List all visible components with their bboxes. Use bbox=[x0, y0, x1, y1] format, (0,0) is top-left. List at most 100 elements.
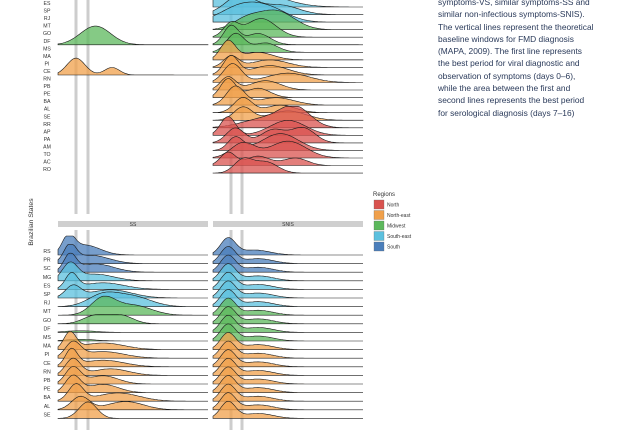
panel-top-right bbox=[212, 0, 364, 214]
caption-line: The vertical lines represent the theoret… bbox=[438, 21, 594, 32]
ridge-rs bbox=[212, 237, 363, 256]
ridge-ms bbox=[57, 339, 208, 342]
caption-line: baseline windows for FMD diagnosis bbox=[438, 33, 574, 44]
state-label-al: AL bbox=[44, 107, 50, 113]
state-label-go: GO bbox=[43, 31, 51, 37]
diagnosis-window-line bbox=[74, 0, 78, 214]
caption-line: observation of symptoms (days 0–6), bbox=[438, 70, 576, 81]
ridge-pi bbox=[212, 55, 363, 68]
state-label-ma: MA bbox=[43, 344, 51, 350]
state-label-sp: SP bbox=[44, 292, 51, 298]
figure-caption: symptoms-VS, similar symptoms-SS and sim… bbox=[438, 0, 638, 119]
panel-strip bbox=[213, 221, 363, 227]
ridge-go bbox=[57, 314, 208, 325]
ridge-df bbox=[57, 330, 208, 333]
ridge-df bbox=[57, 25, 209, 46]
ridge-ms bbox=[212, 32, 363, 53]
state-label-go: GO bbox=[43, 318, 51, 324]
state-label-rj: RJ bbox=[44, 16, 51, 22]
caption-line: second lines represents the best period bbox=[438, 95, 585, 106]
state-label-es: ES bbox=[44, 283, 51, 289]
state-label-ce: CE bbox=[43, 69, 51, 75]
ridge-go bbox=[212, 306, 363, 325]
caption-line: the best period for viral diagnostic and bbox=[438, 58, 580, 69]
state-label-ce: CE bbox=[43, 361, 51, 367]
legend-swatch-south bbox=[373, 241, 385, 252]
ridge-df bbox=[212, 314, 363, 333]
panel-strip bbox=[58, 221, 208, 227]
ridge-ma bbox=[212, 332, 363, 350]
panel-strip-label: SS bbox=[130, 222, 137, 228]
state-label-ac: AC bbox=[43, 160, 50, 166]
ridge-pr bbox=[212, 246, 363, 264]
state-label-sp: SP bbox=[44, 9, 51, 15]
state-label-al: AL bbox=[44, 404, 50, 410]
ridge-mg bbox=[57, 261, 208, 282]
ridge-al bbox=[212, 392, 363, 411]
state-label-se: SE bbox=[44, 412, 51, 418]
panel-strip-label: SNIS bbox=[282, 222, 294, 228]
ridge-es bbox=[57, 272, 208, 290]
state-label-rj: RJ bbox=[44, 301, 51, 307]
ridge-to bbox=[212, 140, 363, 159]
legend-label: Midwest bbox=[387, 224, 406, 230]
state-label-ap: AP bbox=[44, 129, 51, 135]
panel-bottom-right: SNIS bbox=[212, 221, 363, 430]
legend-label: South-east bbox=[387, 234, 412, 240]
state-label-ms: MS bbox=[43, 46, 51, 52]
ridge-ba bbox=[212, 383, 363, 402]
state-label-rs: RS bbox=[43, 249, 51, 255]
ridge-ce bbox=[57, 57, 208, 76]
state-label-pa: PA bbox=[44, 137, 51, 143]
legend-swatch-north bbox=[373, 199, 385, 210]
legend-label: North bbox=[387, 203, 399, 209]
legend-title: Regions bbox=[373, 192, 395, 198]
ridge-ce bbox=[57, 347, 208, 368]
ridge-pi bbox=[212, 340, 363, 359]
ridge-ba bbox=[57, 383, 208, 402]
caption-line: while the area between the first and bbox=[438, 83, 571, 94]
ridge-ce bbox=[212, 54, 364, 76]
ridge-ms bbox=[212, 323, 363, 342]
ridge-rs bbox=[57, 235, 208, 256]
ridge-rn bbox=[212, 357, 363, 376]
ridge-ma bbox=[57, 330, 208, 350]
state-label-ms: MS bbox=[43, 335, 51, 341]
legend: Regions North North-east Midwest South-east… bbox=[373, 192, 412, 252]
state-labels-layer: ESSPRJMTGODFMSMAPICERNPBPEBAALSERRAPPAAM… bbox=[43, 1, 52, 418]
ridge-pb bbox=[212, 366, 363, 385]
ridge-pb bbox=[212, 76, 363, 91]
ridge-pe bbox=[212, 375, 363, 393]
panel-top-left bbox=[57, 0, 209, 214]
ridge-sc bbox=[57, 252, 208, 273]
state-label-am: AM bbox=[43, 144, 51, 150]
ridge-sp bbox=[212, 280, 363, 299]
state-label-ba: BA bbox=[44, 395, 51, 401]
state-label-es: ES bbox=[44, 1, 51, 7]
state-label-pi: PI bbox=[45, 61, 50, 67]
ridge-rj bbox=[212, 289, 363, 307]
ridge-ce bbox=[212, 349, 363, 368]
state-label-mt: MT bbox=[43, 24, 51, 30]
ridge-df bbox=[212, 24, 363, 46]
state-label-pb: PB bbox=[44, 84, 51, 90]
state-label-mg: MG bbox=[43, 275, 51, 281]
state-label-ro: RO bbox=[43, 167, 51, 173]
panels-layer: SS SNIS bbox=[57, 0, 364, 430]
state-label-rn: RN bbox=[43, 369, 51, 375]
ridge-ro bbox=[212, 157, 363, 174]
ridge-es bbox=[212, 271, 363, 290]
ridge-mt bbox=[212, 297, 363, 316]
ridge-pb bbox=[57, 366, 208, 385]
state-label-ma: MA bbox=[43, 54, 51, 60]
ridge-pe bbox=[57, 374, 208, 393]
ridge-pr bbox=[57, 244, 208, 264]
state-label-to: TO bbox=[43, 152, 50, 158]
ridge-mg bbox=[212, 263, 363, 282]
diagnosis-window-line bbox=[86, 230, 90, 430]
ridge-se bbox=[212, 400, 363, 419]
ridge-ma bbox=[212, 39, 364, 61]
legend-swatch-north-east bbox=[373, 210, 385, 220]
diagnosis-window-line bbox=[74, 230, 78, 430]
